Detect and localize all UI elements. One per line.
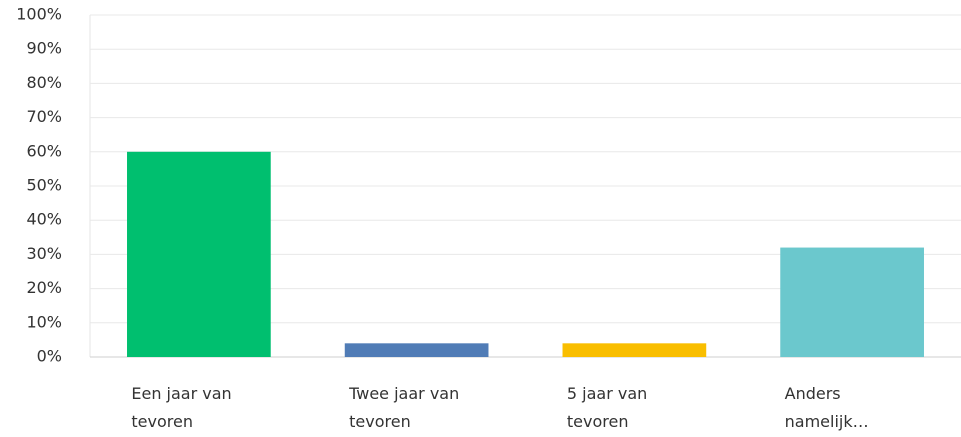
y-tick-label: 80% [26, 73, 62, 92]
y-tick-label: 100% [16, 5, 62, 24]
y-tick-label: 40% [26, 210, 62, 229]
x-tick-label: Anders namelijk… [784, 384, 869, 431]
x-tick-label: Een jaar van tevoren [131, 384, 232, 431]
y-tick-label: 50% [26, 176, 62, 195]
x-tick-label-box: 5 jaar van tevoren [534, 380, 734, 436]
x-tick-label: Twee jaar van tevoren [349, 384, 460, 431]
bar [562, 343, 707, 357]
y-tick-label: 20% [26, 278, 62, 297]
bar [344, 343, 489, 357]
y-tick-label: 30% [26, 244, 62, 263]
bar [127, 151, 271, 357]
y-tick-label: 10% [26, 312, 62, 331]
x-tick-label: 5 jaar van tevoren [566, 384, 648, 431]
x-tick-label-box: Een jaar van tevoren [99, 380, 299, 436]
y-tick-label: 60% [26, 141, 62, 160]
y-tick-label: 90% [26, 39, 62, 58]
bar [780, 247, 924, 357]
y-tick-label: 70% [26, 107, 62, 126]
x-tick-label-box: Twee jaar van tevoren [317, 380, 517, 436]
x-tick-label-box: Anders namelijk… [752, 380, 952, 436]
y-tick-label: 0% [37, 347, 62, 366]
